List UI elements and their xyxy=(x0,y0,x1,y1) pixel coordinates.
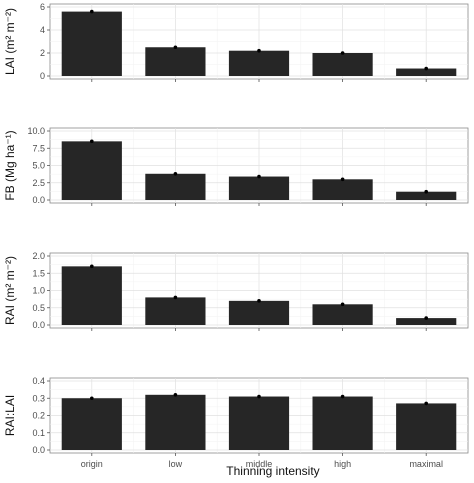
x-category-label: maximal xyxy=(409,459,443,469)
x-category-label: high xyxy=(334,459,351,469)
y-tick-label: 5.0 xyxy=(32,161,45,171)
mean-point-low xyxy=(173,45,178,50)
bar-maximal xyxy=(396,403,457,450)
bar-maximal xyxy=(396,68,457,76)
x-category-label: middle xyxy=(246,459,273,469)
y-tick-label: 0.3 xyxy=(32,393,45,403)
y-tick-label: 1.0 xyxy=(32,286,45,296)
mean-point-low xyxy=(173,171,178,176)
mean-point-maximal xyxy=(424,66,429,71)
y-tick-label: 0.2 xyxy=(32,411,45,421)
bar-middle xyxy=(228,176,290,200)
y-tick-label: 0 xyxy=(40,71,45,81)
bar-origin xyxy=(61,398,122,450)
bar-origin xyxy=(61,141,122,200)
mean-point-low xyxy=(173,393,178,397)
panel-2: 0.0 2.5 5.0 7.5 10.0 FB (Mg ha⁻¹) xyxy=(3,126,469,206)
bar-origin xyxy=(61,11,122,77)
bar-high xyxy=(312,304,373,325)
mean-point-origin xyxy=(90,139,94,144)
mean-point-high xyxy=(340,177,345,182)
bar-maximal xyxy=(396,318,457,325)
panel-1: 0 2 4 6 LAI (m² m⁻²) xyxy=(3,2,469,82)
mean-point-maximal xyxy=(424,316,429,320)
x-axis-title: Thinning intensity xyxy=(226,464,319,478)
y-tick-label: 0.0 xyxy=(32,445,45,455)
mean-point-middle xyxy=(257,299,261,303)
bar-middle xyxy=(228,396,290,450)
x-category-labels: origin low middle high maximal xyxy=(81,459,443,469)
mean-point-origin xyxy=(90,396,94,401)
y-tick-label: 2.0 xyxy=(32,251,45,261)
y-tick-label: 0.5 xyxy=(32,303,45,313)
mean-point-maximal xyxy=(424,189,429,194)
panel-3: 0.0 0.5 1.0 1.5 2.0 RAI (m² m⁻²) xyxy=(3,251,469,331)
panel-4: 0.0 0.1 0.2 0.3 0.4 RAI:LAI xyxy=(3,376,469,456)
bar-low xyxy=(145,394,206,450)
bar-middle xyxy=(228,50,290,76)
panels-group: 0 2 4 6 LAI (m² m⁻²) 0.0 2.5 5.0 7.5 10.0 FB (Mg h… xyxy=(3,2,469,456)
bar-high xyxy=(312,53,373,76)
mean-point-high xyxy=(340,51,345,55)
mean-point-high xyxy=(340,394,345,399)
bar-low xyxy=(145,47,206,76)
y-axis-title: LAI (m² m⁻²) xyxy=(3,8,17,75)
y-tick-label: 6 xyxy=(40,2,45,12)
mean-point-high xyxy=(340,302,345,307)
bar-high xyxy=(312,179,373,200)
y-axis-title: FB (Mg ha⁻¹) xyxy=(3,130,17,200)
y-tick-label: 0.4 xyxy=(32,376,45,386)
y-tick-label: 1.5 xyxy=(32,268,45,278)
x-category-label: origin xyxy=(81,459,103,469)
y-tick-label: 10.0 xyxy=(27,126,45,136)
bar-origin xyxy=(61,266,122,325)
bar-middle xyxy=(228,300,290,325)
bar-low xyxy=(145,297,206,325)
y-axis-title: RAI (m² m⁻²) xyxy=(3,256,17,325)
y-axis-title: RAI:LAI xyxy=(3,395,17,436)
x-category-label: low xyxy=(169,459,183,469)
mean-point-middle xyxy=(257,394,261,399)
mean-point-middle xyxy=(257,48,261,53)
y-tick-label: 4 xyxy=(40,25,45,35)
y-tick-label: 0.1 xyxy=(32,428,45,438)
y-tick-label: 7.5 xyxy=(32,143,45,153)
mean-point-origin xyxy=(90,9,94,14)
mean-point-maximal xyxy=(424,401,429,406)
mean-point-middle xyxy=(257,174,261,179)
y-tick-label: 2.5 xyxy=(32,178,45,188)
mean-point-low xyxy=(173,295,178,300)
y-tick-label: 0.0 xyxy=(32,195,45,205)
mean-point-origin xyxy=(90,264,94,269)
y-tick-label: 2 xyxy=(40,48,45,58)
bar-maximal xyxy=(396,191,457,200)
y-tick-label: 0.0 xyxy=(32,320,45,330)
bar-high xyxy=(312,396,373,450)
bar-low xyxy=(145,173,206,200)
